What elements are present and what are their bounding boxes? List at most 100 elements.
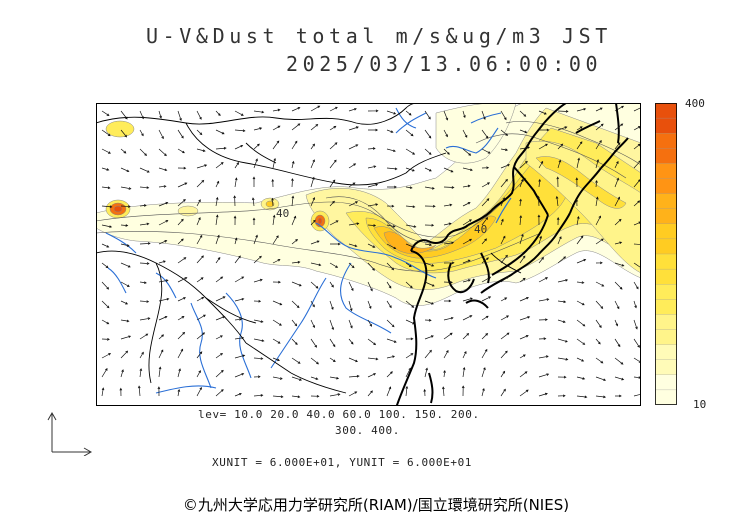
wind-vector-arrow xyxy=(424,349,432,359)
wind-vector-arrow xyxy=(291,215,297,226)
wind-vector-arrow xyxy=(595,123,604,131)
wind-vector-arrow xyxy=(633,281,639,290)
wind-vector-arrow xyxy=(405,148,416,155)
color-scale-cell xyxy=(655,238,677,255)
wind-vector-arrow xyxy=(158,366,162,378)
wind-vector-arrow xyxy=(367,319,372,327)
wind-vector-arrow xyxy=(329,106,338,112)
wind-vector-arrow xyxy=(120,129,128,138)
wind-vector-arrow xyxy=(291,178,294,188)
wind-vector-arrow xyxy=(196,314,206,321)
wind-vector-arrow xyxy=(576,319,586,327)
wind-vector-arrow xyxy=(500,197,506,207)
color-scale-cell xyxy=(655,253,677,270)
wind-vector-arrow xyxy=(101,186,111,190)
wind-vector-arrow xyxy=(272,140,280,150)
wind-vector-arrow xyxy=(405,243,415,249)
wind-vector-arrow xyxy=(101,148,111,154)
wind-vector-arrow xyxy=(481,257,489,264)
wind-vector-arrow xyxy=(443,222,452,226)
wind-vector-arrow xyxy=(424,223,435,227)
wind-vector-arrow xyxy=(120,369,124,378)
color-scale-cell xyxy=(655,163,677,180)
wind-vector-arrow xyxy=(215,315,226,321)
wind-vector-arrow xyxy=(462,238,473,245)
wind-vector-arrow xyxy=(139,148,148,157)
wind-vector-arrow xyxy=(443,129,448,138)
wind-vector-arrow xyxy=(348,374,360,378)
wind-vector-arrow xyxy=(139,317,151,321)
wind-vector-arrow xyxy=(367,338,377,346)
wind-vector-arrow xyxy=(196,351,203,359)
wind-vector-arrow xyxy=(139,167,150,173)
wind-vector-arrow xyxy=(120,205,131,208)
wind-vector-arrow xyxy=(367,147,376,150)
wind-vector-arrow xyxy=(310,105,321,112)
wind-vector-arrow xyxy=(348,338,354,345)
wind-vector-arrow xyxy=(215,369,224,378)
wind-vector-arrow xyxy=(557,300,567,304)
wind-vector-arrow xyxy=(348,163,357,169)
wind-vector-arrow xyxy=(557,110,569,113)
wind-vector-arrow xyxy=(576,107,587,112)
wind-vector-arrow xyxy=(500,332,510,340)
wind-vector-arrow xyxy=(310,300,315,308)
wind-vector-arrow xyxy=(158,315,168,321)
wind-vector-arrow xyxy=(348,182,356,188)
wind-vector-arrow xyxy=(177,166,187,170)
wind-vector-arrow xyxy=(158,220,169,226)
color-scale-bar xyxy=(655,103,677,405)
wind-vector-arrow xyxy=(462,332,470,340)
wind-vector-arrow xyxy=(215,196,219,207)
wind-vector-arrow xyxy=(576,258,587,264)
wind-vector-arrow xyxy=(386,243,397,250)
wind-vector-arrow xyxy=(177,297,186,302)
wind-vector-arrow xyxy=(519,198,522,207)
wind-vector-arrow xyxy=(633,300,637,309)
color-scale-cell xyxy=(655,344,677,361)
wind-vector-arrow xyxy=(158,185,167,188)
wind-vector-arrow xyxy=(386,386,392,397)
wind-vector-arrow xyxy=(215,146,227,150)
wind-vector-arrow xyxy=(519,296,529,302)
wind-vector-arrow xyxy=(519,233,524,245)
wind-vector-arrow xyxy=(271,178,275,188)
wind-vector-arrow xyxy=(215,129,225,135)
wind-vector-arrow xyxy=(556,176,560,188)
wind-vector-arrow xyxy=(253,357,264,360)
wind-vector-arrow xyxy=(272,108,281,112)
wind-vector-arrow xyxy=(444,299,452,303)
wind-vector-arrow xyxy=(367,373,377,378)
wind-vector-arrow xyxy=(158,297,170,302)
wind-vector-arrow xyxy=(386,371,393,378)
wind-vector-arrow xyxy=(405,110,412,116)
wind-vector-arrow xyxy=(234,237,238,245)
wind-vector-arrow xyxy=(272,280,281,284)
wind-vector-arrow xyxy=(177,388,181,397)
contour-label-2: 40 xyxy=(474,223,487,236)
wind-vector-arrow xyxy=(557,159,562,169)
wind-vector-arrow xyxy=(538,298,550,302)
wind-vector-arrow xyxy=(500,178,508,188)
wind-vector-arrow xyxy=(196,370,201,378)
wind-vector-arrow xyxy=(386,300,392,309)
wind-vector-arrow xyxy=(101,129,111,137)
wind-vector-arrow xyxy=(272,357,280,362)
wind-vector-arrow xyxy=(500,388,506,397)
wind-vector-arrow xyxy=(158,148,167,157)
wind-vector-arrow xyxy=(462,148,472,156)
wind-vector-arrow xyxy=(291,281,302,287)
wind-vector-arrow xyxy=(481,296,492,302)
wind-vector-arrow xyxy=(139,262,150,265)
wind-vector-arrow xyxy=(310,319,316,329)
wind-vector-arrow xyxy=(253,299,262,303)
wind-vector-arrow xyxy=(405,205,416,209)
wind-vector-arrow xyxy=(310,338,318,348)
wind-vectors xyxy=(101,105,641,399)
wind-vector-arrow xyxy=(158,110,162,119)
wind-vector-arrow xyxy=(405,186,413,190)
wind-vector-arrow xyxy=(595,338,601,345)
wind-vector-arrow xyxy=(101,319,110,325)
wind-vector-arrow xyxy=(272,259,281,264)
color-scale-cell xyxy=(655,178,677,195)
